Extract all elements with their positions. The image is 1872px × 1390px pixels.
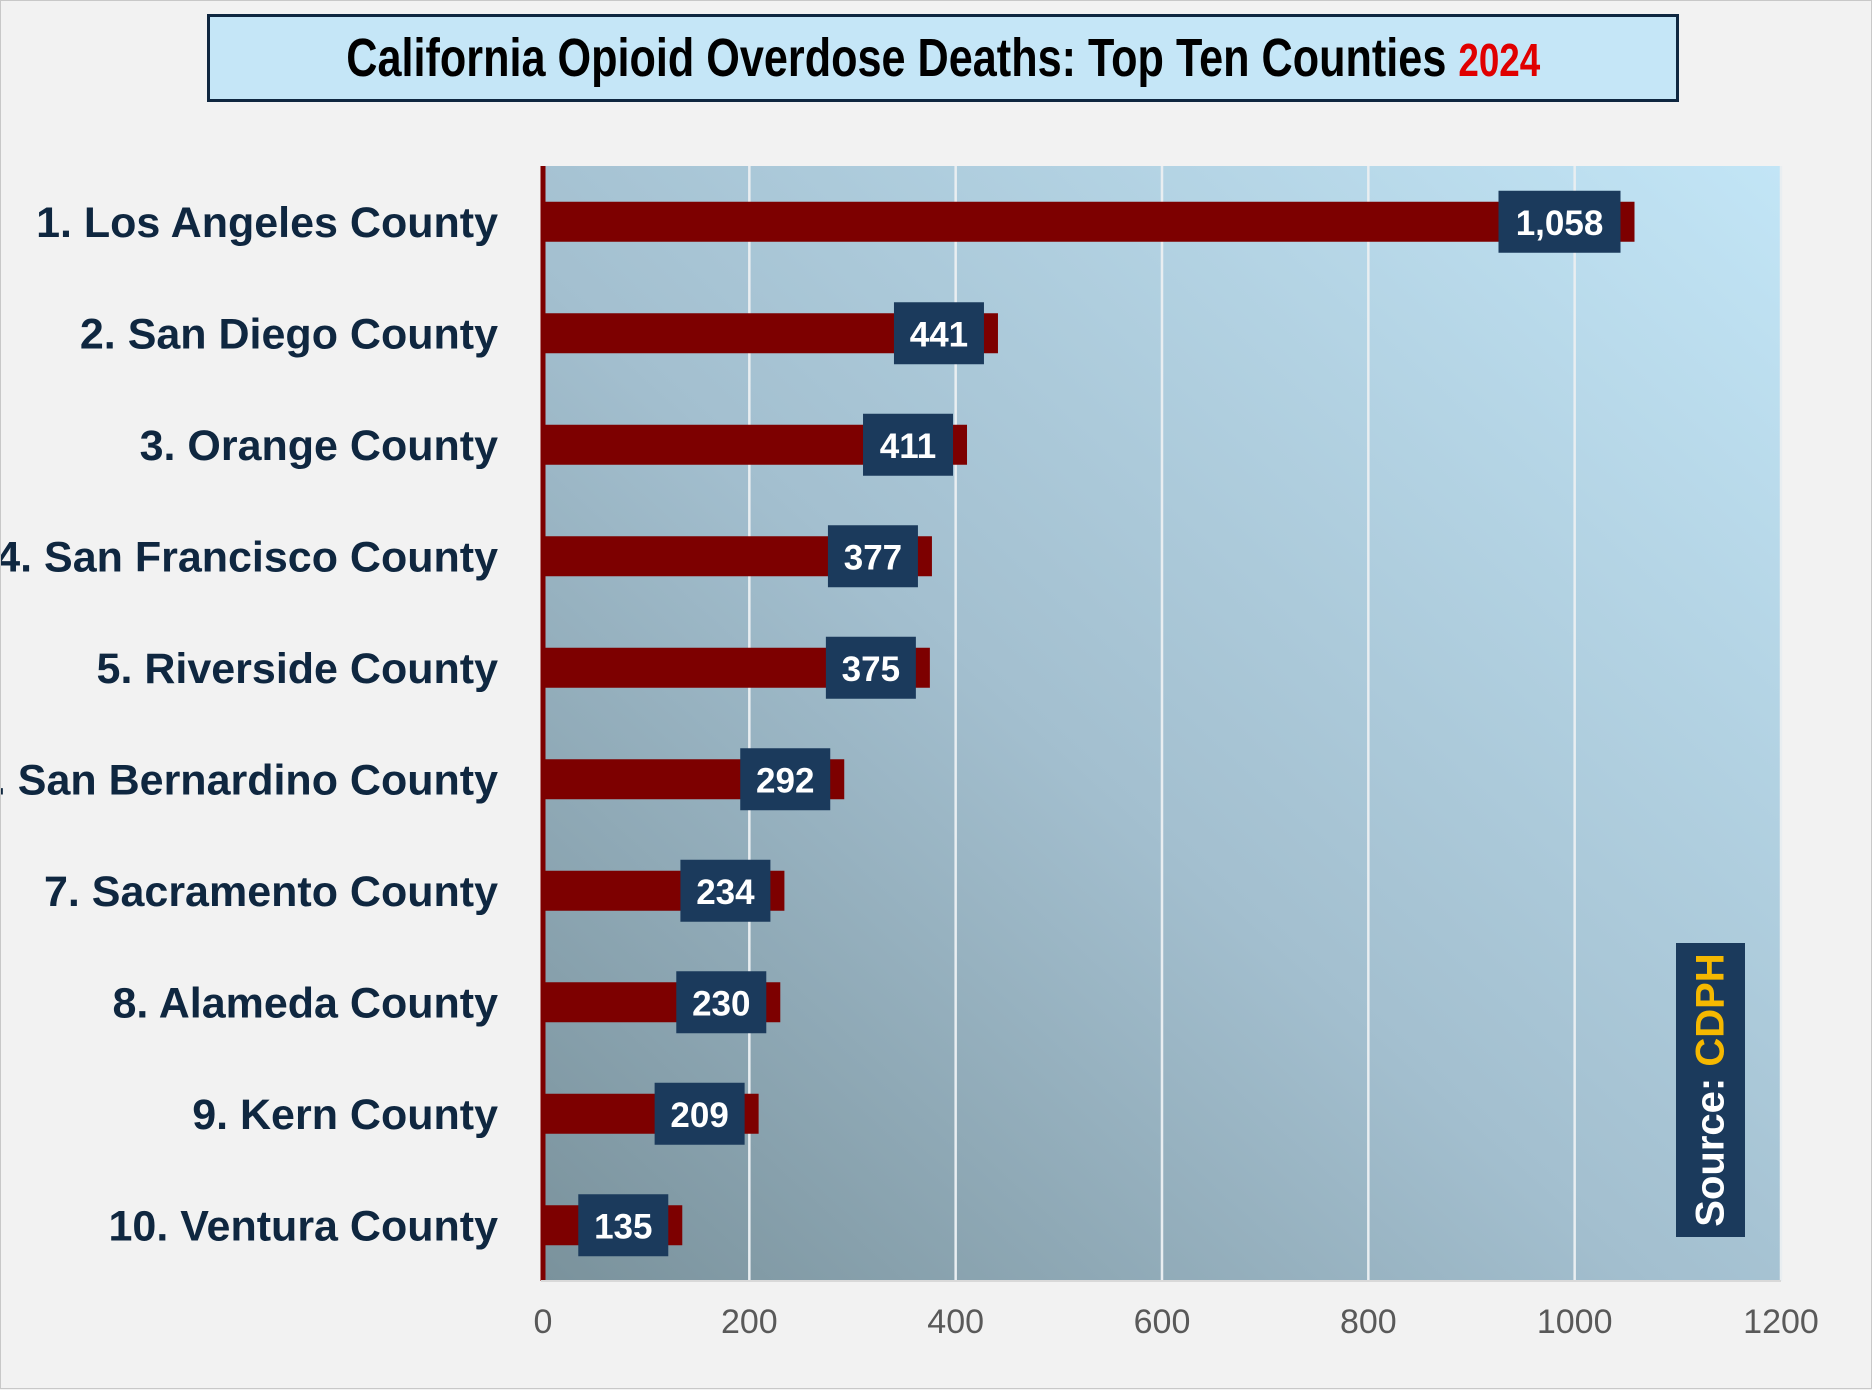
data-label: 377	[844, 538, 902, 577]
data-label: 375	[842, 650, 900, 689]
x-tick-label: 400	[927, 1303, 984, 1341]
category-label: 1. Los Angeles County	[36, 199, 498, 247]
data-label-box	[827, 525, 918, 588]
x-tick-label: 1000	[1537, 1303, 1613, 1341]
axes	[540, 166, 1781, 1282]
bar	[543, 201, 1635, 242]
x-tick-label: 1200	[1743, 1303, 1819, 1341]
data-label: 209	[670, 1096, 728, 1135]
data-label: 135	[594, 1207, 652, 1246]
category-label: 3. Orange County	[140, 422, 498, 470]
x-tick-label: 800	[1340, 1303, 1397, 1341]
data-label-box	[863, 413, 954, 476]
data-label-box	[680, 859, 771, 922]
data-label: 441	[910, 315, 968, 354]
data-label-box	[1498, 190, 1621, 253]
source-box: Source: CDPH	[1676, 943, 1745, 1237]
category-label: 9. Kern County	[192, 1091, 498, 1139]
chart-title: California Opioid Overdose Deaths: Top T…	[346, 27, 1540, 89]
category-label: 6. San Bernardino County	[1, 756, 498, 804]
source-name: CDPH	[1688, 953, 1732, 1067]
data-label: 234	[696, 873, 755, 912]
chart-title-main: California Opioid Overdose Deaths: Top T…	[346, 28, 1447, 88]
data-label: 230	[692, 984, 750, 1023]
category-label: 7. Sacramento County	[44, 868, 498, 916]
source-prefix: Source:	[1688, 1077, 1732, 1227]
x-tick-label: 600	[1134, 1303, 1191, 1341]
data-label: 411	[880, 427, 936, 466]
data-label-box	[578, 1194, 669, 1257]
category-label: 2. San Diego County	[80, 310, 498, 358]
labels: 0 200 400 600 800 1000 1200 1. Los Angeles Coun…	[1, 190, 1819, 1341]
title-box: California Opioid Overdose Deaths: Top T…	[207, 14, 1679, 102]
category-label: 4. San Francisco County	[1, 533, 498, 581]
chart-title-year: 2024	[1458, 34, 1540, 86]
data-label-box	[740, 748, 831, 811]
x-tick-label: 0	[534, 1303, 553, 1341]
data-label: 292	[756, 761, 814, 800]
data-label-box	[825, 636, 916, 699]
data-label-box	[893, 302, 984, 365]
data-label: 1,058	[1516, 204, 1604, 243]
source-text: Source: CDPH	[1688, 953, 1733, 1226]
data-label-box	[676, 971, 767, 1034]
x-tick-label: 200	[721, 1303, 778, 1341]
data-label-box	[654, 1082, 745, 1145]
category-label: 5. Riverside County	[97, 645, 499, 693]
category-label: 10. Ventura County	[109, 1202, 499, 1250]
category-label: 8. Alameda County	[113, 979, 499, 1027]
